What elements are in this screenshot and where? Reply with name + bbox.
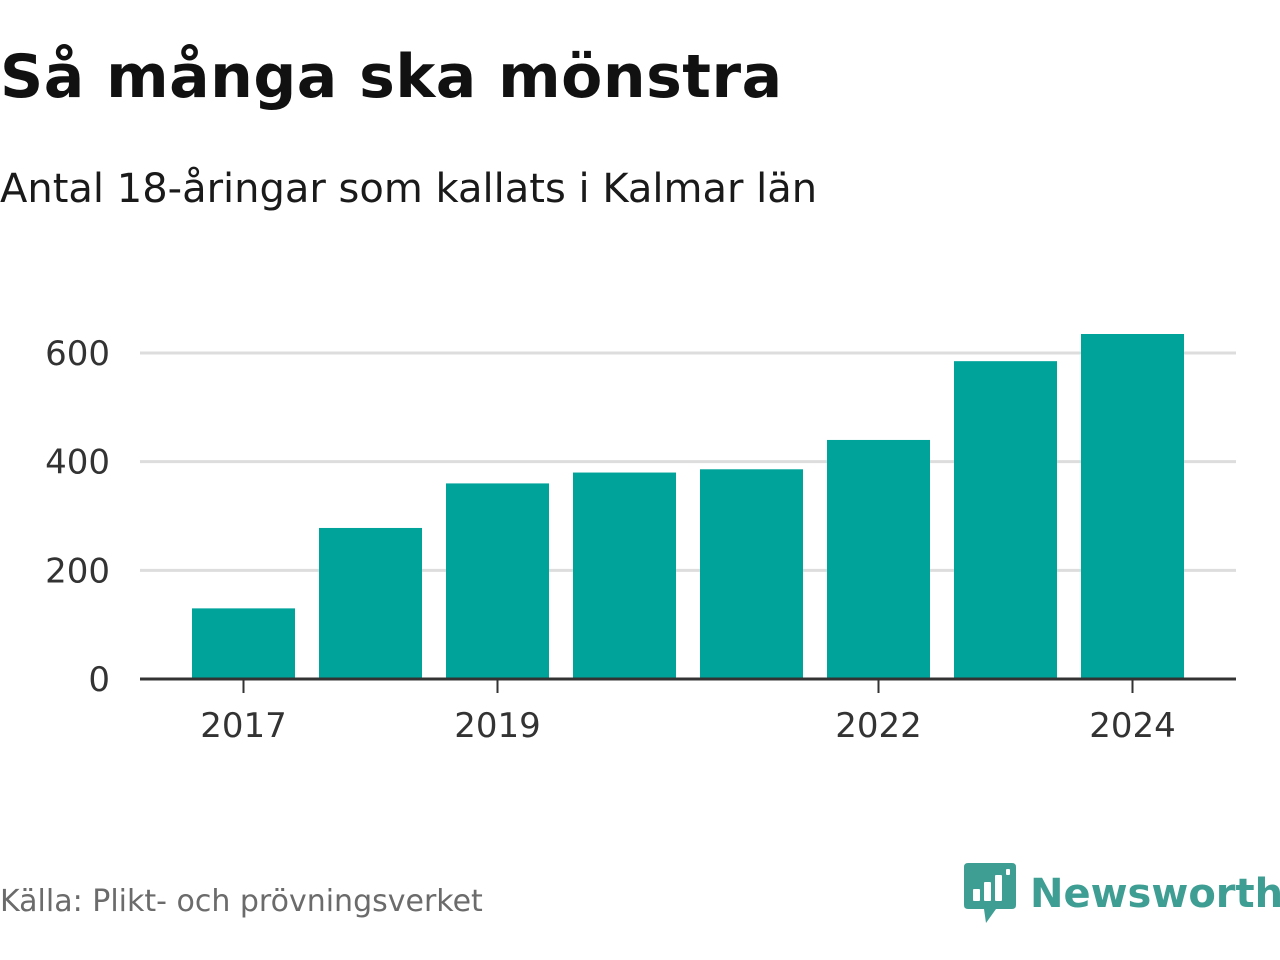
x-tick-label-2024: 2024 bbox=[1089, 706, 1176, 746]
y-tick-label-400: 400 bbox=[45, 443, 110, 483]
brand-name: Newsworthy bbox=[1030, 871, 1280, 917]
x-tick-label-2017: 2017 bbox=[200, 706, 287, 746]
chart-title: Så många ska mönstra bbox=[0, 42, 783, 112]
axes: 0 200 400 600 2017 2019 2022 2024 bbox=[45, 334, 1236, 746]
y-tick-label-600: 600 bbox=[45, 334, 110, 374]
bar-2018 bbox=[319, 527, 422, 679]
x-tick-label-2022: 2022 bbox=[835, 706, 922, 746]
brand-logo[interactable]: Newsworthy bbox=[964, 862, 1280, 926]
bar-2022 bbox=[827, 439, 930, 679]
bar-2017 bbox=[192, 608, 295, 679]
gridlines bbox=[140, 351, 1236, 572]
bars bbox=[192, 334, 1184, 679]
y-tick-label-200: 200 bbox=[45, 551, 110, 591]
x-tick-label-2019: 2019 bbox=[454, 706, 541, 746]
bar-2024 bbox=[1081, 334, 1184, 679]
chart-subtitle: Antal 18-åringar som kallats i Kalmar lä… bbox=[0, 166, 818, 212]
source-note: Källa: Plikt- och prövningsverket bbox=[0, 884, 483, 919]
bar-2019 bbox=[446, 483, 549, 679]
newsworthy-chart-icon bbox=[964, 863, 1016, 923]
bar-2023 bbox=[954, 361, 1057, 679]
bar-2021 bbox=[700, 469, 803, 679]
y-tick-label-0: 0 bbox=[88, 660, 110, 700]
bar-2020 bbox=[573, 472, 676, 679]
